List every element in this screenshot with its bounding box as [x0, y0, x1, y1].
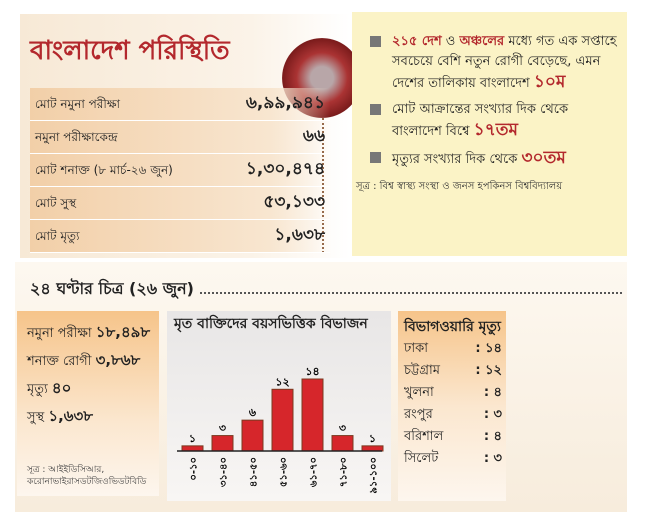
division-value: : ৪: [483, 429, 502, 444]
division-name: বরিশাল: [404, 429, 444, 444]
daily-stat: নমুনা পরীক্ষা ১৮,৪৯৮: [27, 323, 155, 343]
division-value: : ৩: [483, 451, 502, 466]
stat-value: ১৮,৪৯৮: [95, 323, 151, 341]
source-note: সূত্র : বিশ্ব স্বাস্থ্য সংস্থা ও জনস হপক…: [356, 181, 563, 192]
stat-label: মৃত্যু: [27, 382, 48, 397]
facts-panel: ২১৫ দেশ ও অঞ্চলের মধ্যে গত এক সপ্তাহে সব…: [352, 12, 627, 256]
bar: [211, 435, 234, 452]
division-row: ঢাকা : ১৪: [404, 340, 502, 358]
fact-text: ২১৫ দেশ: [392, 34, 442, 49]
bar-value-label: ৬: [249, 406, 257, 419]
source-note: সূত্র : আইইডিসিআর, করোনাভাইরাসডটজিওভিডটব…: [27, 465, 147, 487]
summary-label: নমুনা পরীক্ষাকেন্দ্র: [35, 130, 118, 144]
fact-item: মৃত্যুর সংখ্যার দিক থেকে ৩০তম: [370, 148, 621, 170]
division-value: : ৪: [483, 385, 502, 400]
x-tick-label: ৬১-৭০: [309, 457, 320, 487]
division-name: ঢাকা: [404, 341, 428, 356]
bullet-icon: [370, 104, 381, 115]
bar-value-label: ১২: [275, 375, 289, 388]
fact-text: অঞ্চলের: [459, 34, 505, 49]
bar: [361, 445, 384, 452]
bar-value-label: ১: [189, 432, 196, 445]
stat-label: নমুনা পরীক্ষা: [27, 326, 92, 341]
x-tick-label: ৪১-৫০: [249, 457, 260, 487]
summary-value: ১,৩০,৪৭৪: [245, 159, 325, 179]
daily-stats-box: নমুনা পরীক্ষা ১৮,৪৯৮ শনাক্ত রোগী ৩,৮৬৮ ম…: [17, 311, 159, 496]
division-row: বরিশাল : ৪: [404, 428, 502, 446]
x-tick-label: ৯১-১০০: [369, 457, 380, 494]
bullet-icon: [370, 36, 381, 47]
summary-row: মোট মৃত্যু ১,৬৩৮: [30, 220, 330, 253]
division-name: সিলেট: [404, 451, 439, 466]
x-tick-label: ৭১-৮০: [339, 457, 350, 487]
age-bar-chart: ১ ০-১০ ৩ ৩১-৪০ ৬ ৪১-৫০ ১২ ৫১-৬০ ১৪ ৬১-৭০ ৩ ৭১-৮০ ১ ৯১…: [177, 365, 384, 494]
summary-value: ৬,৯৯,৯৪১: [245, 93, 325, 113]
bar: [301, 378, 324, 452]
division-value: : ১৪: [475, 341, 502, 356]
stat-label: সুস্থ: [27, 410, 45, 425]
fact-text: ও: [441, 34, 460, 49]
fact-text: মোট আক্রান্তের সংখ্যার দিক থেকে বাংলাদেশ…: [392, 102, 569, 139]
fact-item: ২১৫ দেশ ও অঞ্চলের মধ্যে গত এক সপ্তাহে সব…: [370, 32, 621, 94]
summary-value: ৬৬: [302, 126, 325, 146]
fact-rank: ৩০তম: [521, 148, 566, 168]
bar: [271, 388, 294, 452]
bar-value-label: ৩: [219, 422, 226, 435]
bar: [331, 435, 354, 452]
summary-label: মোট শনাক্ত (৮ মার্চ-২৬ জুন): [35, 163, 173, 177]
summary-row: মোট নমুনা পরীক্ষা ৬,৯৯,৯৪১: [30, 88, 330, 121]
division-row: চট্টগ্রাম : ১২: [404, 362, 502, 380]
summary-label: মোট সুস্থ: [35, 196, 77, 210]
stat-value: ৪০: [51, 379, 72, 397]
x-tick-label: ০-১০: [189, 457, 200, 481]
bar: [241, 419, 264, 452]
divider: [200, 292, 622, 294]
summary-row: মোট সুস্থ ৫৩,১৩৩: [30, 187, 330, 220]
division-box: বিভাগওয়ারি মৃত্যু ঢাকা : ১৪ চট্টগ্রাম : ১…: [398, 311, 506, 501]
daily-heading: ২৪ ঘণ্টার চিত্র (২৬ জুন): [30, 279, 194, 298]
summary-label: মোট মৃত্যু: [35, 229, 80, 243]
summary-row: মোট শনাক্ত (৮ মার্চ-২৬ জুন) ১,৩০,৪৭৪: [30, 154, 330, 187]
division-value: : ৩: [483, 407, 502, 422]
daily-stat: শনাক্ত রোগী ৩,৮৬৮: [27, 351, 155, 371]
x-tick-label: ৩১-৪০: [219, 457, 230, 487]
summary-value: ১,৬৩৮: [274, 225, 325, 245]
division-name: খুলনা: [404, 385, 434, 400]
bullet-icon: [370, 152, 381, 163]
fact-rank: ১০ম: [533, 72, 566, 92]
summary-label: মোট নমুনা পরীক্ষা: [35, 97, 121, 111]
stat-value: ৩,৮৬৮: [95, 351, 141, 369]
fact-text: মধ্যে গত এক সপ্তাহে সবচেয়ে বেশি নতুন রো…: [392, 34, 617, 91]
bar: [181, 445, 204, 452]
stat-value: ১,৬৩৮: [48, 407, 94, 425]
stat-label: শনাক্ত রোগী: [27, 354, 92, 369]
division-name: রংপুর: [404, 407, 433, 422]
daily-stat: মৃত্যু ৪০: [27, 379, 155, 399]
bar-value-label: ৩: [339, 422, 346, 435]
chart-title: মৃত বাক্তিদের বয়সভিত্তিক বিভাজন: [174, 316, 368, 332]
bar-value-label: ১৪: [305, 365, 319, 378]
fact-text: মৃত্যুর সংখ্যার দিক থেকে: [392, 152, 522, 167]
division-row: রংপুর : ৩: [404, 406, 502, 424]
page-title: বাংলাদেশ পরিস্থিতি: [30, 36, 230, 66]
x-tick-label: ৫১-৬০: [279, 457, 290, 487]
fact-item: মোট আক্রান্তের সংখ্যার দিক থেকে বাংলাদেশ…: [370, 100, 621, 142]
summary-table: মোট নমুনা পরীক্ষা ৬,৯৯,৯৪১ নমুনা পরীক্ষাক…: [30, 88, 330, 253]
division-row: সিলেট : ৩: [404, 450, 502, 468]
division-row: খুলনা : ৪: [404, 384, 502, 402]
summary-value: ৫৩,১৩৩: [263, 192, 325, 212]
daily-stat: সুস্থ ১,৬৩৮: [27, 407, 155, 427]
division-value: : ১২: [475, 363, 502, 378]
division-title: বিভাগওয়ারি মৃত্যু: [404, 319, 501, 335]
summary-row: নমুনা পরীক্ষাকেন্দ্র ৬৬: [30, 121, 330, 154]
fact-rank: ১৭তম: [473, 120, 518, 140]
bar-value-label: ১: [369, 432, 376, 445]
division-name: চট্টগ্রাম: [404, 363, 440, 378]
